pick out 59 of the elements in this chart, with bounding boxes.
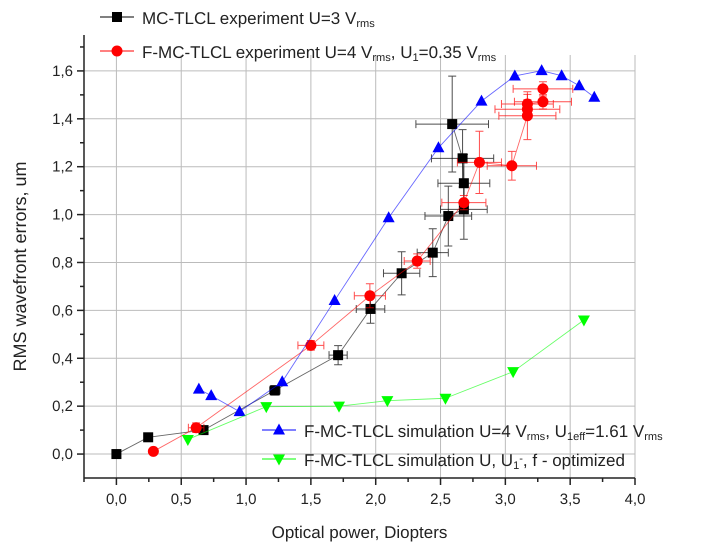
y-tick-label: 1,0 [52,206,73,224]
x-axis-title: Optical power, Diopters [272,523,448,542]
point [508,69,521,80]
point [588,90,600,102]
point [506,160,518,172]
legend-label: F-MC-TLCL simulation U, U$_{1}$$^{-}$, f - optimized [304,451,625,472]
point [428,248,438,258]
point [192,382,205,394]
y-tick-label: 1,6 [52,62,73,80]
point [333,402,346,413]
y-tick-label: 0,4 [52,350,73,368]
y-tick-label: 0,6 [52,302,73,320]
point [439,394,452,405]
y-tick-label: 1,4 [52,110,73,128]
point [556,69,568,80]
point [507,367,520,378]
y-tick-label: 0,0 [52,446,73,464]
point [474,156,485,168]
legend-label: F-MC-TLCL experiment U=4 V$_{rms}$, U$_{1}$=0.35 V$_{rms}$ [142,43,497,64]
point [260,402,272,414]
y-tick-label: 0,2 [52,398,73,416]
point [328,294,341,306]
point [205,389,218,400]
point [578,315,590,326]
point [412,256,423,267]
y-tick-label: 0,8 [52,254,73,272]
point [537,83,548,94]
point [111,449,122,460]
x-tick-label: 0,5 [170,491,192,508]
x-tick-label: 0,0 [106,491,127,508]
x-tick-label: 2,5 [430,491,451,508]
point [333,350,344,360]
point [536,64,548,76]
point [573,79,586,90]
point [182,434,194,446]
x-tick-label: 4,0 [624,491,646,508]
point [143,432,154,442]
point [432,141,444,152]
point [234,405,246,416]
x-tick-label: 2,0 [365,491,386,508]
point [476,94,488,106]
point [458,197,470,208]
point [458,178,469,188]
legend-label: F-MC-TLCL simulation U=4 V$_{rms}$, U$_{1eff}$=1.61 V$_{rms}$ [304,422,664,444]
point [364,290,376,302]
y-axis-title: RMS wavefront errors, um [10,161,30,372]
point [276,375,288,386]
point [447,119,458,130]
x-tick-label: 1,0 [236,491,256,508]
legend-label: MC-TLCL experiment U=3 V$_{rms}$ [142,9,376,30]
point [381,396,394,408]
x-tick-label: 3,0 [494,491,516,508]
point [382,211,395,222]
point [148,446,159,457]
x-tick-label: 3,5 [560,491,581,508]
point [396,268,407,278]
point [443,211,454,222]
x-tick-label: 1,5 [300,491,322,508]
y-tick-label: 1,2 [52,158,73,176]
